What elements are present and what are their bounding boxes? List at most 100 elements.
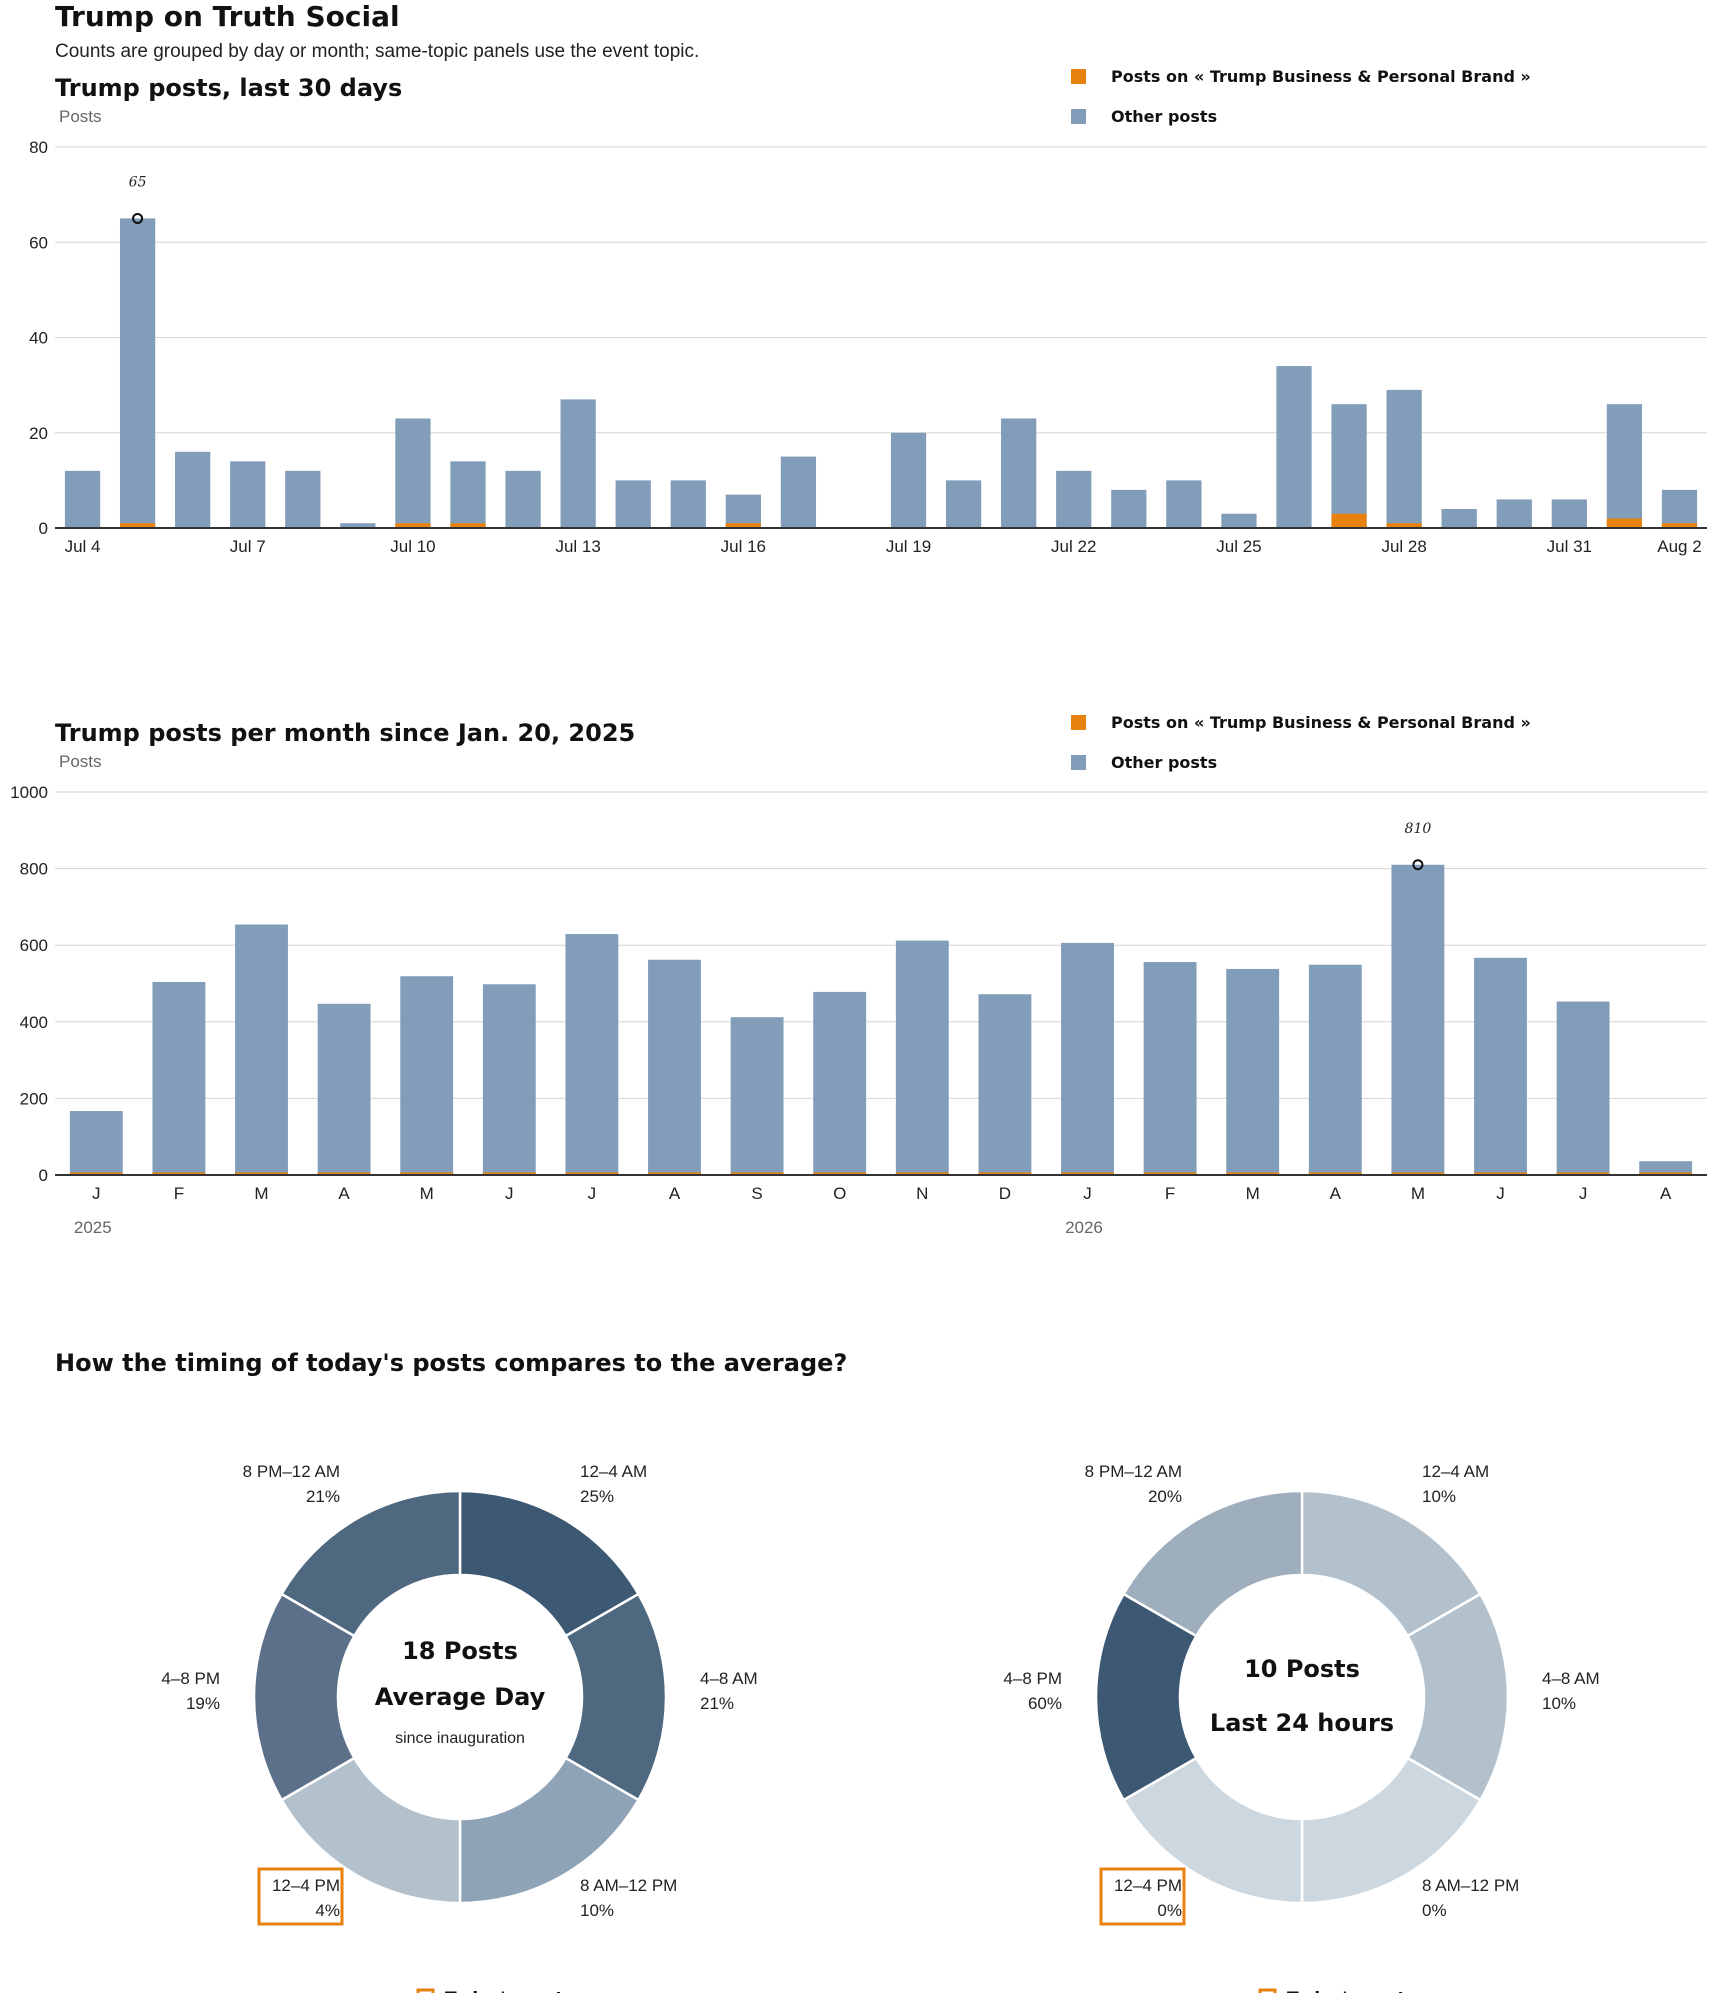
bar-other [1441, 508, 1477, 528]
bar-other [1111, 489, 1147, 528]
bar-other [890, 432, 927, 528]
y-tick-label: 1000 [10, 783, 48, 802]
bar-other [945, 480, 982, 528]
bar-other [730, 1017, 784, 1175]
x-tick-label: M [1411, 1184, 1425, 1203]
last-24-hours-donut: 12–4 AM 10% 4–8 AM 10% 8 AM–12 PM 0% 12–4 PM 0%… [1003, 1462, 1600, 1993]
page-subtitle: Counts are grouped by day or month; same… [55, 41, 699, 62]
center-caption: Average Day [375, 1683, 546, 1711]
slice-percent: 19% [186, 1694, 220, 1713]
bar-other [1551, 499, 1587, 528]
x-tick-label: J [1083, 1184, 1092, 1203]
x-tick-label: A [338, 1184, 350, 1203]
bar-topic [813, 1172, 867, 1175]
bar-topic [69, 1172, 123, 1175]
x-tick-label: J [1579, 1184, 1588, 1203]
today-legend-swatch [1258, 1988, 1277, 1993]
bar-topic [317, 1172, 371, 1175]
x-tick-label: N [916, 1184, 928, 1203]
bar-topic [1474, 1172, 1527, 1175]
bar-topic [730, 1172, 784, 1175]
bar-other [317, 1003, 371, 1175]
y-axis-label: Posts [59, 107, 102, 126]
x-tick-label: F [1165, 1184, 1175, 1203]
bar-other [615, 480, 651, 528]
x-tick-label: Jul 4 [65, 537, 101, 556]
slice-label: 12–4 PM [1114, 1876, 1182, 1895]
y-tick-label: 0 [39, 1166, 48, 1185]
center-count: 10 Posts [1244, 1655, 1360, 1683]
bar-topic [648, 1172, 701, 1175]
slice-label: 12–4 AM [1422, 1462, 1489, 1481]
slice-percent: 4% [315, 1901, 340, 1920]
slice-label: 8 PM–12 AM [1085, 1462, 1182, 1481]
bar-other [1391, 864, 1445, 1175]
y-axis-label: Posts [59, 752, 102, 771]
y-tick-label: 200 [20, 1089, 48, 1108]
bar-other [1143, 962, 1197, 1175]
bar-topic [1606, 518, 1643, 528]
legend-label-topic: Posts on « Trump Business & Personal Bra… [1111, 713, 1531, 732]
legend-label-other: Other posts [1111, 753, 1217, 772]
slice-label: 12–4 AM [580, 1462, 647, 1481]
bar-topic [119, 523, 156, 528]
bar-topic [1061, 1172, 1114, 1175]
x-tick-label: Jul 16 [721, 537, 766, 556]
bar-topic [1639, 1172, 1693, 1175]
bar-topic [395, 523, 431, 528]
slice-percent: 20% [1148, 1487, 1182, 1506]
bar-other [670, 480, 706, 528]
donut-slice [252, 1592, 357, 1802]
bar-topic [1331, 513, 1367, 528]
bar-topic [450, 523, 486, 528]
bar-other [395, 418, 431, 528]
slice-label: 8 AM–12 PM [580, 1876, 677, 1895]
donut-slice [1121, 1756, 1304, 1905]
bar-other [1001, 418, 1037, 528]
slice-percent: 10% [1422, 1487, 1456, 1506]
legend-label-topic: Posts on « Trump Business & Personal Bra… [1111, 67, 1531, 86]
today-highlight-box [1099, 1867, 1186, 1926]
x-tick-label: J [1496, 1184, 1505, 1203]
bar-other [1166, 480, 1202, 528]
bar-other [978, 994, 1032, 1175]
bar-topic [1226, 1172, 1280, 1175]
x-tick-label: Jul 28 [1381, 537, 1426, 556]
daily-posts-chart: Trump posts, last 30 days Posts 0 20 40 60 80 J… [29, 67, 1707, 556]
x-tick-label: Jul 22 [1051, 537, 1096, 556]
donut-slice [279, 1489, 462, 1638]
x-tick-label: Jul 31 [1547, 537, 1592, 556]
bar-other [235, 924, 288, 1175]
bar-other [560, 399, 596, 528]
chart-title: Trump posts per month since Jan. 20, 202… [55, 719, 635, 747]
bar-other [175, 451, 211, 528]
bar-other [119, 218, 156, 528]
peak-label: 810 [1405, 821, 1432, 837]
slice-label: 4–8 PM [161, 1669, 220, 1688]
slice-label: 8 PM–12 AM [243, 1462, 340, 1481]
bar-other [1661, 489, 1698, 528]
x-tick-label: J [92, 1184, 101, 1203]
y-tick-label: 800 [20, 860, 48, 879]
bar-topic [1308, 1172, 1362, 1175]
year-label: 2025 [74, 1218, 112, 1237]
x-tick-label: M [420, 1184, 434, 1203]
peak-marker [132, 212, 144, 224]
bar-other [565, 934, 619, 1175]
legend-swatch-topic [1071, 69, 1086, 84]
center-count: 18 Posts [402, 1637, 518, 1665]
bar-other [340, 523, 376, 528]
bar-other [813, 991, 867, 1175]
monthly-posts-chart: Trump posts per month since Jan. 20, 202… [10, 713, 1707, 1237]
today-legend-swatch [416, 1988, 435, 1993]
chart-title: Trump posts, last 30 days [55, 74, 402, 102]
bar-other [64, 470, 101, 528]
x-tick-label: A [669, 1184, 681, 1203]
slice-label: 4–8 AM [700, 1669, 758, 1688]
slice-label: 4–8 PM [1003, 1669, 1062, 1688]
x-tick-label: M [1246, 1184, 1260, 1203]
bar-other [1221, 513, 1257, 528]
bar-other [1061, 942, 1114, 1175]
x-tick-label: Aug 2 [1657, 537, 1701, 556]
